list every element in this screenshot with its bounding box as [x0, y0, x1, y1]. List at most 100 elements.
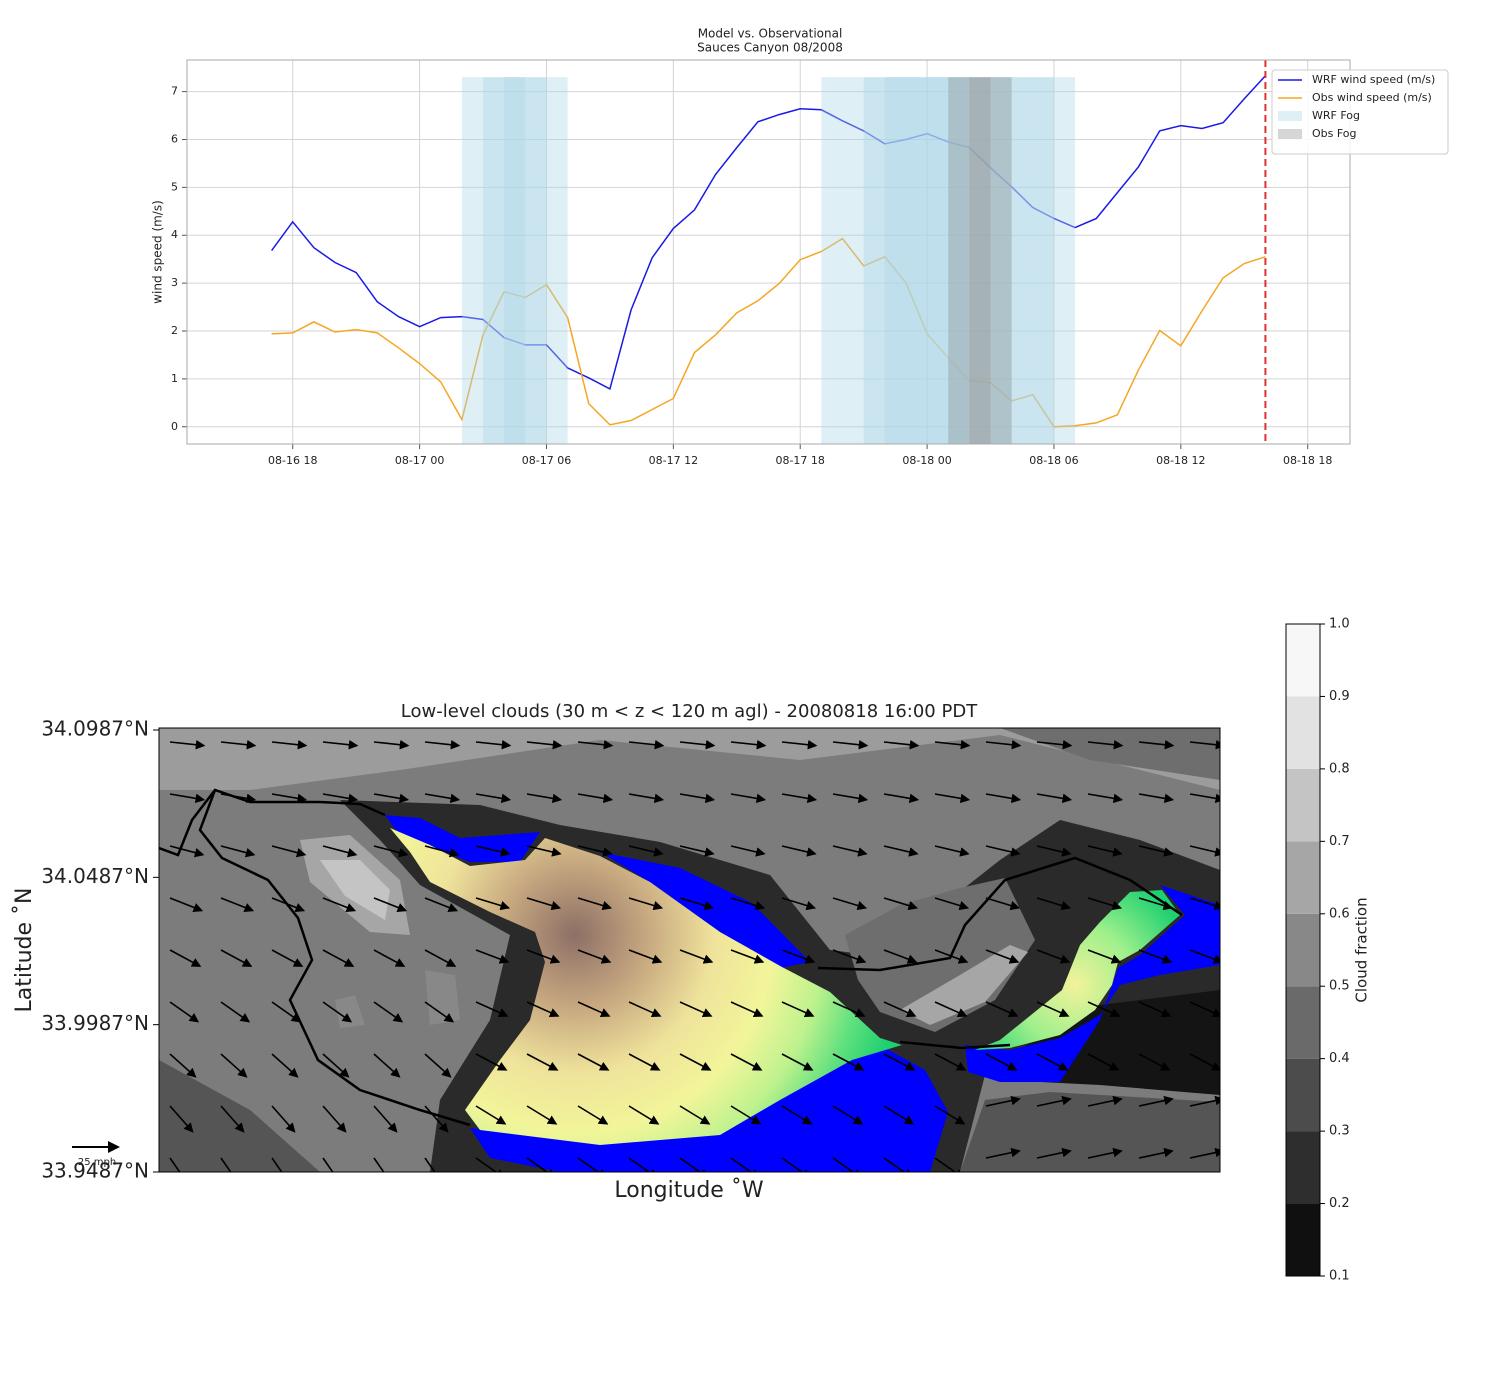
colorbar-tick-label: 0.1 — [1329, 1269, 1350, 1284]
wind-arrow — [730, 1001, 764, 1018]
wind-arrow — [781, 1053, 814, 1071]
wind-arrow — [781, 1157, 812, 1172]
wind-arrow — [832, 845, 868, 857]
wind-arrow — [628, 845, 664, 857]
colorbar-tick-label: 1.0 — [1329, 617, 1350, 632]
wind-arrow — [271, 739, 308, 750]
wind-arrow — [577, 845, 613, 857]
colorbar-segment — [1286, 841, 1320, 914]
colorbar-segment — [1286, 986, 1320, 1059]
wind-arrow — [577, 897, 613, 911]
x-tick-label: 08-17 06 — [522, 454, 571, 467]
line-series — [271, 237, 1266, 428]
x-tick-label: 08-18 12 — [1156, 454, 1205, 467]
x-tick-label: 08-17 12 — [649, 454, 698, 467]
y-tick-label: 33.9487°N — [41, 1159, 149, 1183]
colorbar-label: Cloud fraction — [1353, 897, 1371, 1002]
wind-arrow — [679, 949, 714, 964]
wind-arrow — [985, 1095, 1021, 1107]
wind-arrow — [1087, 845, 1123, 857]
wind-arrow — [1138, 897, 1174, 911]
legend-swatch — [1278, 129, 1302, 139]
wind-arrow — [424, 1157, 436, 1172]
x-tick-label: 08-17 18 — [775, 454, 824, 467]
wind-arrow — [475, 1001, 509, 1018]
wind-arrow — [730, 1053, 763, 1071]
colorbar-segment — [1286, 913, 1320, 987]
wind-arrow — [985, 793, 1022, 804]
wind-arrow — [373, 845, 409, 858]
wind-arrow — [730, 1105, 762, 1125]
plot-frame — [186, 59, 1351, 445]
wind-arrow — [985, 1001, 1019, 1018]
wind-arrow — [220, 1157, 232, 1172]
colorbar-tick-label: 0.6 — [1329, 906, 1350, 921]
fog-span — [461, 77, 568, 444]
contour-region — [159, 728, 1220, 790]
wind-arrow — [1087, 897, 1123, 911]
x-tick-label: 08-18 06 — [1029, 454, 1078, 467]
wind-arrow — [322, 1053, 350, 1078]
wind-arrow — [526, 739, 563, 750]
wind-arrow — [1087, 1147, 1123, 1159]
line-chart: 08-16 18 08-17 00 08-17 06 08-17 12 08-17 18… — [171, 59, 1449, 467]
wind-arrow — [475, 739, 512, 750]
fog-span — [948, 77, 970, 444]
wind-arrow — [628, 1157, 659, 1172]
legend-box — [1271, 69, 1449, 155]
wind-arrow — [475, 1105, 507, 1125]
wind-arrow — [1087, 739, 1124, 750]
wind-arrow — [271, 793, 308, 804]
wind-arrow — [271, 1105, 296, 1133]
wind-arrow — [883, 897, 919, 911]
wind-arrow — [883, 1157, 914, 1172]
wind-arrow — [883, 739, 920, 750]
wind-arrow — [934, 1157, 965, 1172]
wind-arrow — [475, 897, 511, 911]
map-title: Low-level clouds (30 m < z < 120 m agl) … — [401, 701, 978, 722]
wind-arrow — [1036, 1001, 1070, 1018]
wind-arrow — [169, 845, 205, 858]
wind-arrow — [526, 949, 561, 964]
chart-subtitle: Sauces Canyon 08/2008 — [697, 41, 843, 55]
wind-arrow — [883, 845, 919, 857]
fog-span — [483, 77, 547, 444]
y-tick-label: 4 — [171, 228, 178, 241]
wind-arrow — [628, 1053, 661, 1071]
wind-arrow — [475, 845, 511, 857]
wind-arrow — [271, 1001, 302, 1023]
wind-arrow — [169, 897, 204, 913]
wind-arrow — [832, 897, 868, 911]
wind-arrow — [1189, 1147, 1220, 1159]
y-tick-label: 34.0487°N — [41, 864, 149, 888]
wind-arrow — [781, 793, 818, 804]
wind-arrow — [832, 1053, 865, 1071]
contour-region — [960, 1092, 1220, 1172]
wind-arrow — [526, 845, 562, 857]
wind-arrow — [1036, 1147, 1072, 1159]
wind-arrow — [526, 897, 562, 911]
wind-arrow — [526, 1157, 557, 1172]
wind-arrow — [985, 739, 1022, 750]
wind-arrow — [1087, 1053, 1120, 1071]
y-tick-label: 5 — [171, 180, 178, 193]
wind-arrow — [1036, 949, 1071, 964]
legend-swatch — [1278, 111, 1302, 121]
wind-arrow — [730, 897, 766, 911]
wind-arrow — [832, 793, 869, 804]
wind-arrow — [373, 1105, 398, 1133]
wind-arrow — [220, 1053, 248, 1078]
wind-arrow — [271, 949, 304, 967]
wind-arrow — [628, 949, 663, 964]
contour-region — [965, 885, 1220, 1082]
wind-arrow — [781, 949, 816, 964]
wind-arrow — [1189, 1095, 1220, 1107]
contour-region — [159, 1060, 320, 1172]
wind-arrow — [1138, 739, 1175, 750]
wind-arrow — [1036, 897, 1072, 911]
colorbar-segment — [1286, 1058, 1320, 1132]
wind-arrow — [781, 845, 817, 857]
wind-arrow — [1138, 949, 1173, 964]
wind-arrow — [985, 1053, 1018, 1071]
wind-arrow — [220, 793, 257, 804]
